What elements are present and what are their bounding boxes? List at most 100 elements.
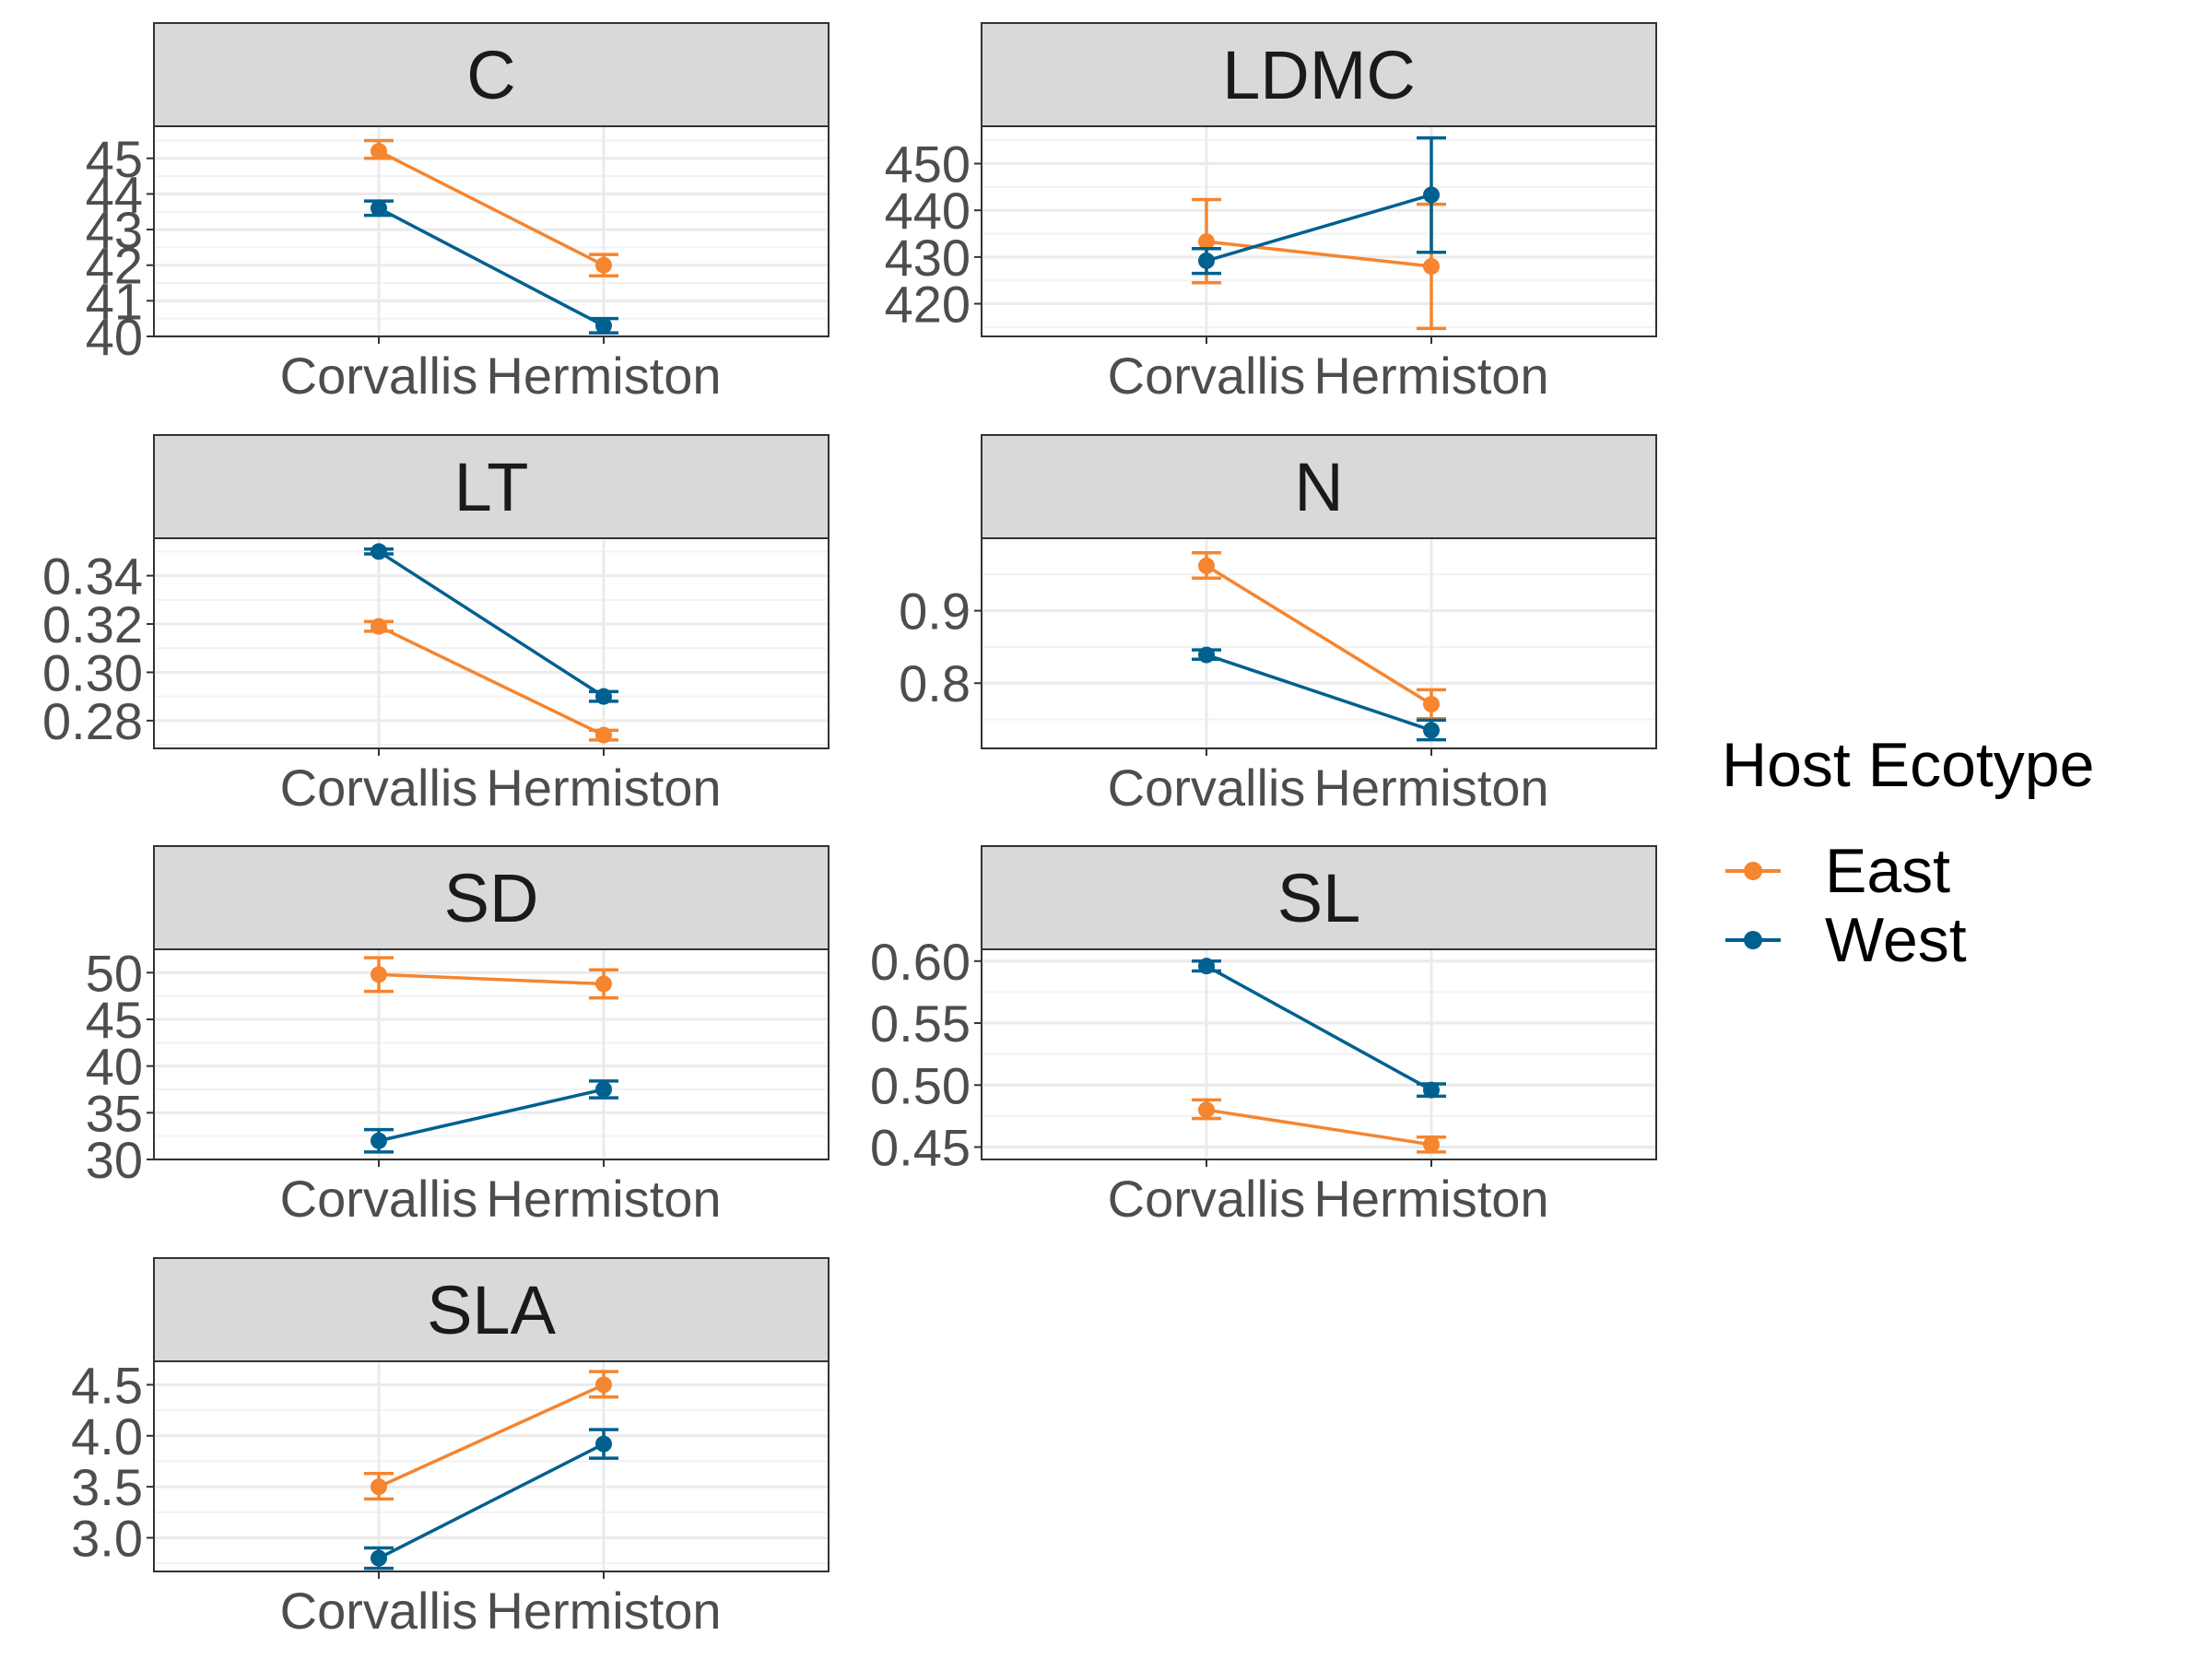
- series-line-lt-east: [378, 625, 605, 737]
- x-tick-label-n-corvallis: Corvallis: [1108, 759, 1306, 817]
- x-tick-label-sla-hermiston: Hermiston: [486, 1582, 721, 1640]
- x-tick-label-sl-corvallis: Corvallis: [1108, 1170, 1306, 1228]
- y-tick-label-ldmc: 450: [885, 135, 971, 194]
- y-tick-label-n: 0.8: [899, 654, 971, 712]
- panel-border-sla: [153, 1360, 830, 1572]
- panel-border-ldmc: [981, 125, 1657, 337]
- y-tick-label-lt: 0.30: [42, 643, 143, 701]
- data-point-c-west: [371, 199, 387, 217]
- data-point-lt-west: [595, 688, 612, 705]
- y-tick-label-lt: 0.32: [42, 595, 143, 653]
- x-tick-label-sla-corvallis: Corvallis: [280, 1582, 478, 1640]
- data-point-ldmc-west: [1423, 186, 1440, 204]
- x-tick-label-n-hermiston: Hermiston: [1313, 759, 1548, 817]
- data-point-lt-east: [595, 726, 612, 744]
- legend-item-west: West: [1725, 905, 1967, 975]
- data-point-sla-west: [371, 1549, 387, 1567]
- facet-title-sla: SLA: [427, 1272, 557, 1348]
- data-point-c-east: [371, 143, 387, 160]
- x-tick-label-sd-hermiston: Hermiston: [486, 1170, 721, 1228]
- y-tick-label-c: 40: [86, 308, 143, 366]
- series-line-ldmc-east: [1206, 240, 1432, 268]
- y-tick-label-sd: 45: [86, 991, 143, 1049]
- panel-border-lt: [153, 537, 830, 749]
- y-tick-label-ldmc: 430: [885, 229, 971, 287]
- x-tick-label-ldmc-hermiston: Hermiston: [1313, 347, 1548, 405]
- series-line-sd-west: [378, 1088, 605, 1143]
- y-tick-label-sl: 0.55: [870, 994, 971, 1053]
- series-line-sla-west: [378, 1442, 605, 1560]
- data-point-ldmc-east: [1198, 233, 1215, 251]
- x-tick-label-c-corvallis: Corvallis: [280, 347, 478, 405]
- facet-title-n: N: [1294, 449, 1343, 525]
- y-tick-label-sd: 50: [86, 944, 143, 1002]
- series-line-sla-east: [378, 1382, 605, 1488]
- y-tick-label-sla: 3.0: [71, 1509, 143, 1567]
- y-tick-label-sl: 0.60: [870, 933, 971, 991]
- y-tick-label-sd: 35: [86, 1084, 143, 1142]
- data-point-ldmc-west: [1198, 252, 1215, 269]
- panel-border-sl: [981, 948, 1657, 1160]
- data-point-sd-east: [371, 966, 387, 983]
- facet-title-lt: LT: [454, 449, 529, 525]
- data-point-sl-west: [1198, 958, 1215, 975]
- series-line-lt-west: [378, 549, 605, 699]
- data-point-c-east: [595, 256, 612, 274]
- series-line-c-west: [378, 206, 605, 327]
- x-tick-label-ldmc-corvallis: Corvallis: [1108, 347, 1306, 405]
- legend-key-point-east: [1744, 862, 1762, 880]
- data-point-lt-west: [371, 543, 387, 560]
- legend-item-east: East: [1725, 836, 1950, 906]
- data-point-n-east: [1423, 696, 1440, 713]
- data-point-ldmc-east: [1423, 258, 1440, 275]
- plot-area-lt: [154, 538, 829, 748]
- y-tick-label-c: 43: [86, 201, 143, 259]
- facet-n: N 0.8 0.9 Corvallis Hermiston: [899, 434, 1657, 817]
- legend-label-east: East: [1825, 836, 1950, 906]
- y-tick-label-sd: 40: [86, 1038, 143, 1096]
- panel-border-n: [981, 537, 1657, 749]
- y-tick-label-sla: 4.5: [71, 1356, 143, 1414]
- series-line-sl-west: [1206, 964, 1432, 1092]
- series-line-n-west: [1206, 653, 1432, 733]
- data-point-sd-west: [595, 1081, 612, 1098]
- facet-strip-n: [981, 434, 1657, 539]
- facet-strip-ldmc: [981, 22, 1657, 127]
- series-line-n-east: [1206, 564, 1432, 706]
- series-line-sd-east: [378, 972, 605, 986]
- facet-title-c: C: [466, 37, 515, 113]
- y-tick-label-sla: 4.0: [71, 1407, 143, 1465]
- plot-area-n: [982, 538, 1656, 748]
- y-tick-label-sl: 0.50: [870, 1056, 971, 1114]
- x-tick-label-sd-corvallis: Corvallis: [280, 1170, 478, 1228]
- series-line-sl-east: [1206, 1108, 1432, 1147]
- y-tick-label-n: 0.9: [899, 582, 971, 641]
- facet-title-sl: SL: [1277, 860, 1361, 936]
- series-line-ldmc-west: [1206, 193, 1432, 263]
- y-tick-label-lt: 0.34: [42, 547, 143, 606]
- data-point-sl-west: [1423, 1081, 1440, 1099]
- x-tick-label-sl-hermiston: Hermiston: [1313, 1170, 1548, 1228]
- panel-border-sd: [153, 948, 830, 1160]
- y-tick-label-sd: 30: [86, 1131, 143, 1189]
- y-tick-label-sla: 3.5: [71, 1458, 143, 1516]
- plot-area-sla: [154, 1361, 829, 1571]
- facet-strip-lt: [153, 434, 830, 539]
- y-tick-label-sl: 0.45: [870, 1119, 971, 1177]
- data-point-lt-east: [371, 618, 387, 635]
- facet-strip-sla: [153, 1257, 830, 1362]
- data-point-sd-east: [595, 975, 612, 993]
- legend: Host Ecotype East West: [1722, 730, 2094, 975]
- data-point-n-west: [1423, 722, 1440, 739]
- y-tick-label-ldmc: 420: [885, 276, 971, 334]
- plot-area-ldmc: [982, 126, 1656, 336]
- facet-strip-sd: [153, 845, 830, 950]
- facet-title-ldmc: LDMC: [1222, 37, 1416, 113]
- legend-title: Host Ecotype: [1722, 730, 2094, 800]
- x-tick-label-lt-hermiston: Hermiston: [486, 759, 721, 817]
- legend-key-point-west: [1744, 931, 1762, 949]
